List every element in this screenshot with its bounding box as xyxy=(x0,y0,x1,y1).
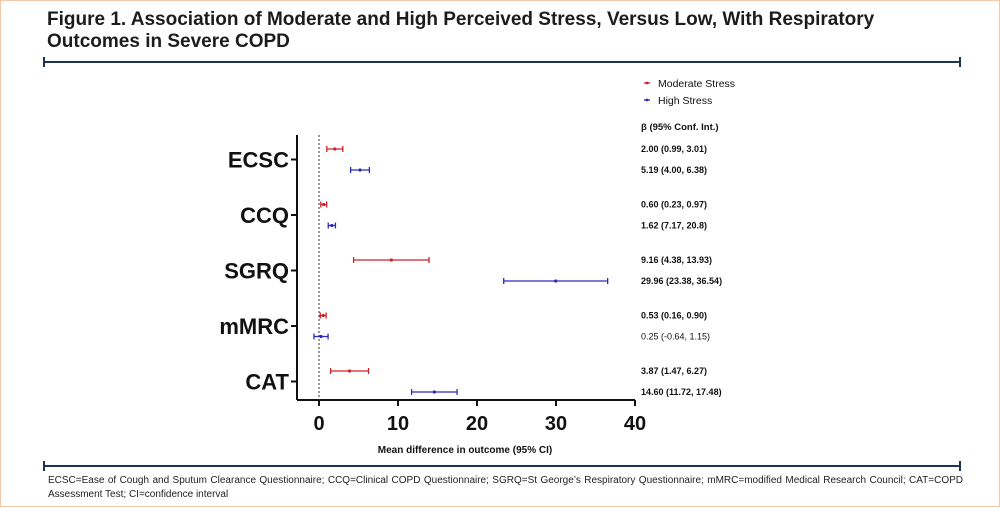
point-estimate xyxy=(347,369,352,373)
estimate-label: 2.00 (0.99, 3.01) xyxy=(641,144,707,154)
estimate-labels: β (95% Conf. Int.) 2.00 (0.99, 3.01) 5.19 … xyxy=(641,122,722,397)
forest-row xyxy=(503,278,609,284)
legend: Moderate Stress High Stress xyxy=(644,78,735,107)
forest-row xyxy=(410,389,458,395)
forest-row xyxy=(349,167,371,173)
legend-label: High Stress xyxy=(658,95,712,107)
point-estimate xyxy=(432,390,436,394)
y-category-label: CCQ xyxy=(240,203,289,228)
point-estimate xyxy=(322,202,326,207)
figure-title: Figure 1. Association of Moderate and Hi… xyxy=(47,9,875,52)
estimate-label: 0.53 (0.16, 0.90) xyxy=(641,311,707,321)
y-category-label: ECSC xyxy=(228,148,289,173)
top-rule xyxy=(43,57,961,67)
legend-marker xyxy=(645,81,649,85)
estimate-label: 1.62 (7.17, 20.8) xyxy=(641,221,707,231)
y-category-label: mMRC xyxy=(219,314,289,339)
forest-row xyxy=(320,201,328,208)
estimate-label: 3.87 (1.47, 6.27) xyxy=(641,366,707,376)
x-tick-label: 30 xyxy=(545,413,567,435)
forest-row xyxy=(352,257,430,263)
point-estimate xyxy=(319,334,323,339)
estimate-label: 29.96 (23.38, 36.54) xyxy=(641,276,722,286)
footnote: ECSC=Ease of Cough and Sputum Clearance … xyxy=(48,475,963,500)
point-estimate xyxy=(389,258,393,262)
estimate-label: 0.25 (-0.64, 1.15) xyxy=(641,332,710,342)
y-category-label: SGRQ xyxy=(224,259,289,284)
ci-column-header: β (95% Conf. Int.) xyxy=(641,122,719,133)
forest-row xyxy=(319,312,327,319)
y-category-label: CAT xyxy=(245,370,289,395)
x-tick-label: 10 xyxy=(387,413,409,435)
estimate-label: 9.16 (4.38, 13.93) xyxy=(641,255,712,265)
point-estimate xyxy=(358,168,362,172)
forest-row xyxy=(313,333,329,340)
bottom-rule xyxy=(43,461,961,471)
x-tick-label: 0 xyxy=(313,413,324,435)
x-tick-label: 20 xyxy=(466,413,488,435)
forest-row xyxy=(329,368,370,374)
estimate-label: 0.60 (0.23, 0.97) xyxy=(641,200,707,210)
estimate-label: 5.19 (4.00, 6.38) xyxy=(641,165,707,175)
forest-row xyxy=(326,146,344,152)
x-tick-label: 40 xyxy=(624,413,646,435)
point-estimate xyxy=(330,223,334,228)
point-estimate xyxy=(554,279,558,283)
x-axis-title: Mean difference in outcome (95% CI) xyxy=(378,445,552,456)
legend-label: Moderate Stress xyxy=(658,78,735,90)
point-estimate xyxy=(333,147,337,151)
forest-rows xyxy=(313,146,609,395)
estimate-label: 14.60 (11.72, 17.48) xyxy=(641,387,722,397)
point-estimate xyxy=(321,313,325,318)
forest-row xyxy=(327,222,337,229)
legend-marker xyxy=(645,98,649,102)
axes: 0 10 20 30 40 Mean difference in outcome (95%… xyxy=(219,135,646,456)
